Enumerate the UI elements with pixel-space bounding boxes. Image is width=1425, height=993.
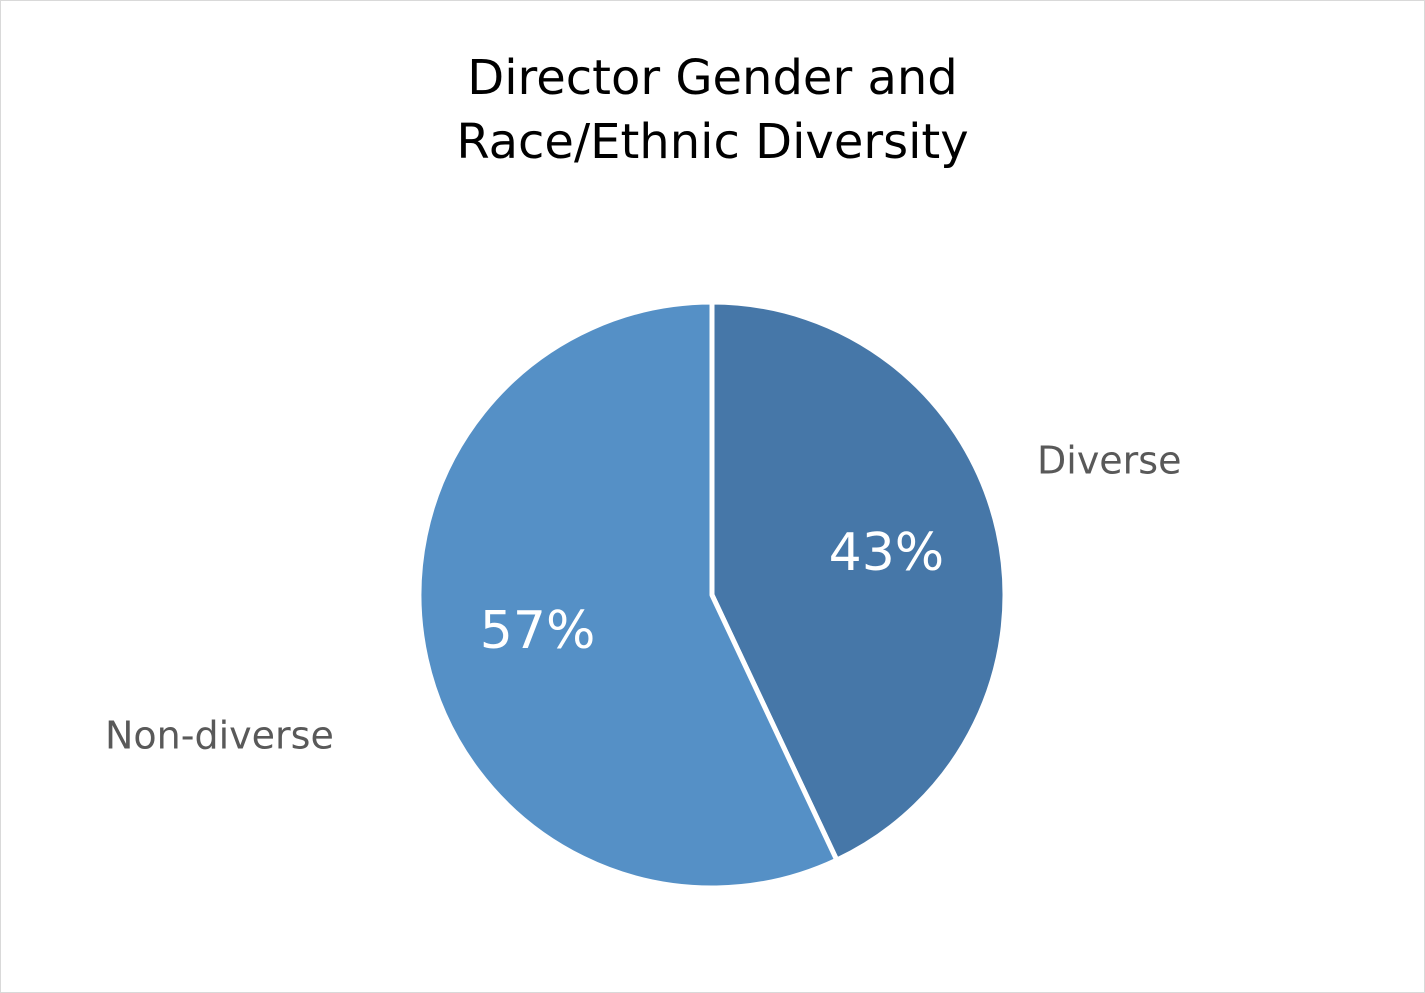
pie-slice-diverse <box>709 299 1008 863</box>
pie-slices <box>416 299 1008 891</box>
pie-value-label: 57% <box>480 601 596 661</box>
chart-title: Director Gender and Race/Ethnic Diversit… <box>0 46 1425 174</box>
pie-category-labels: Diverse Non-diverse <box>105 439 1182 758</box>
chart-title-line-2: Race/Ethnic Diversity <box>456 114 969 170</box>
pie-value-label: 43% <box>829 523 945 583</box>
pie-category-label: Diverse <box>1037 439 1182 483</box>
pie-category-label: Non-diverse <box>105 714 334 758</box>
pie-slice-non-diverse <box>416 299 840 891</box>
pie-value-labels: 43% 57% <box>480 523 944 661</box>
chart-title-line-1: Director Gender and <box>467 50 958 106</box>
